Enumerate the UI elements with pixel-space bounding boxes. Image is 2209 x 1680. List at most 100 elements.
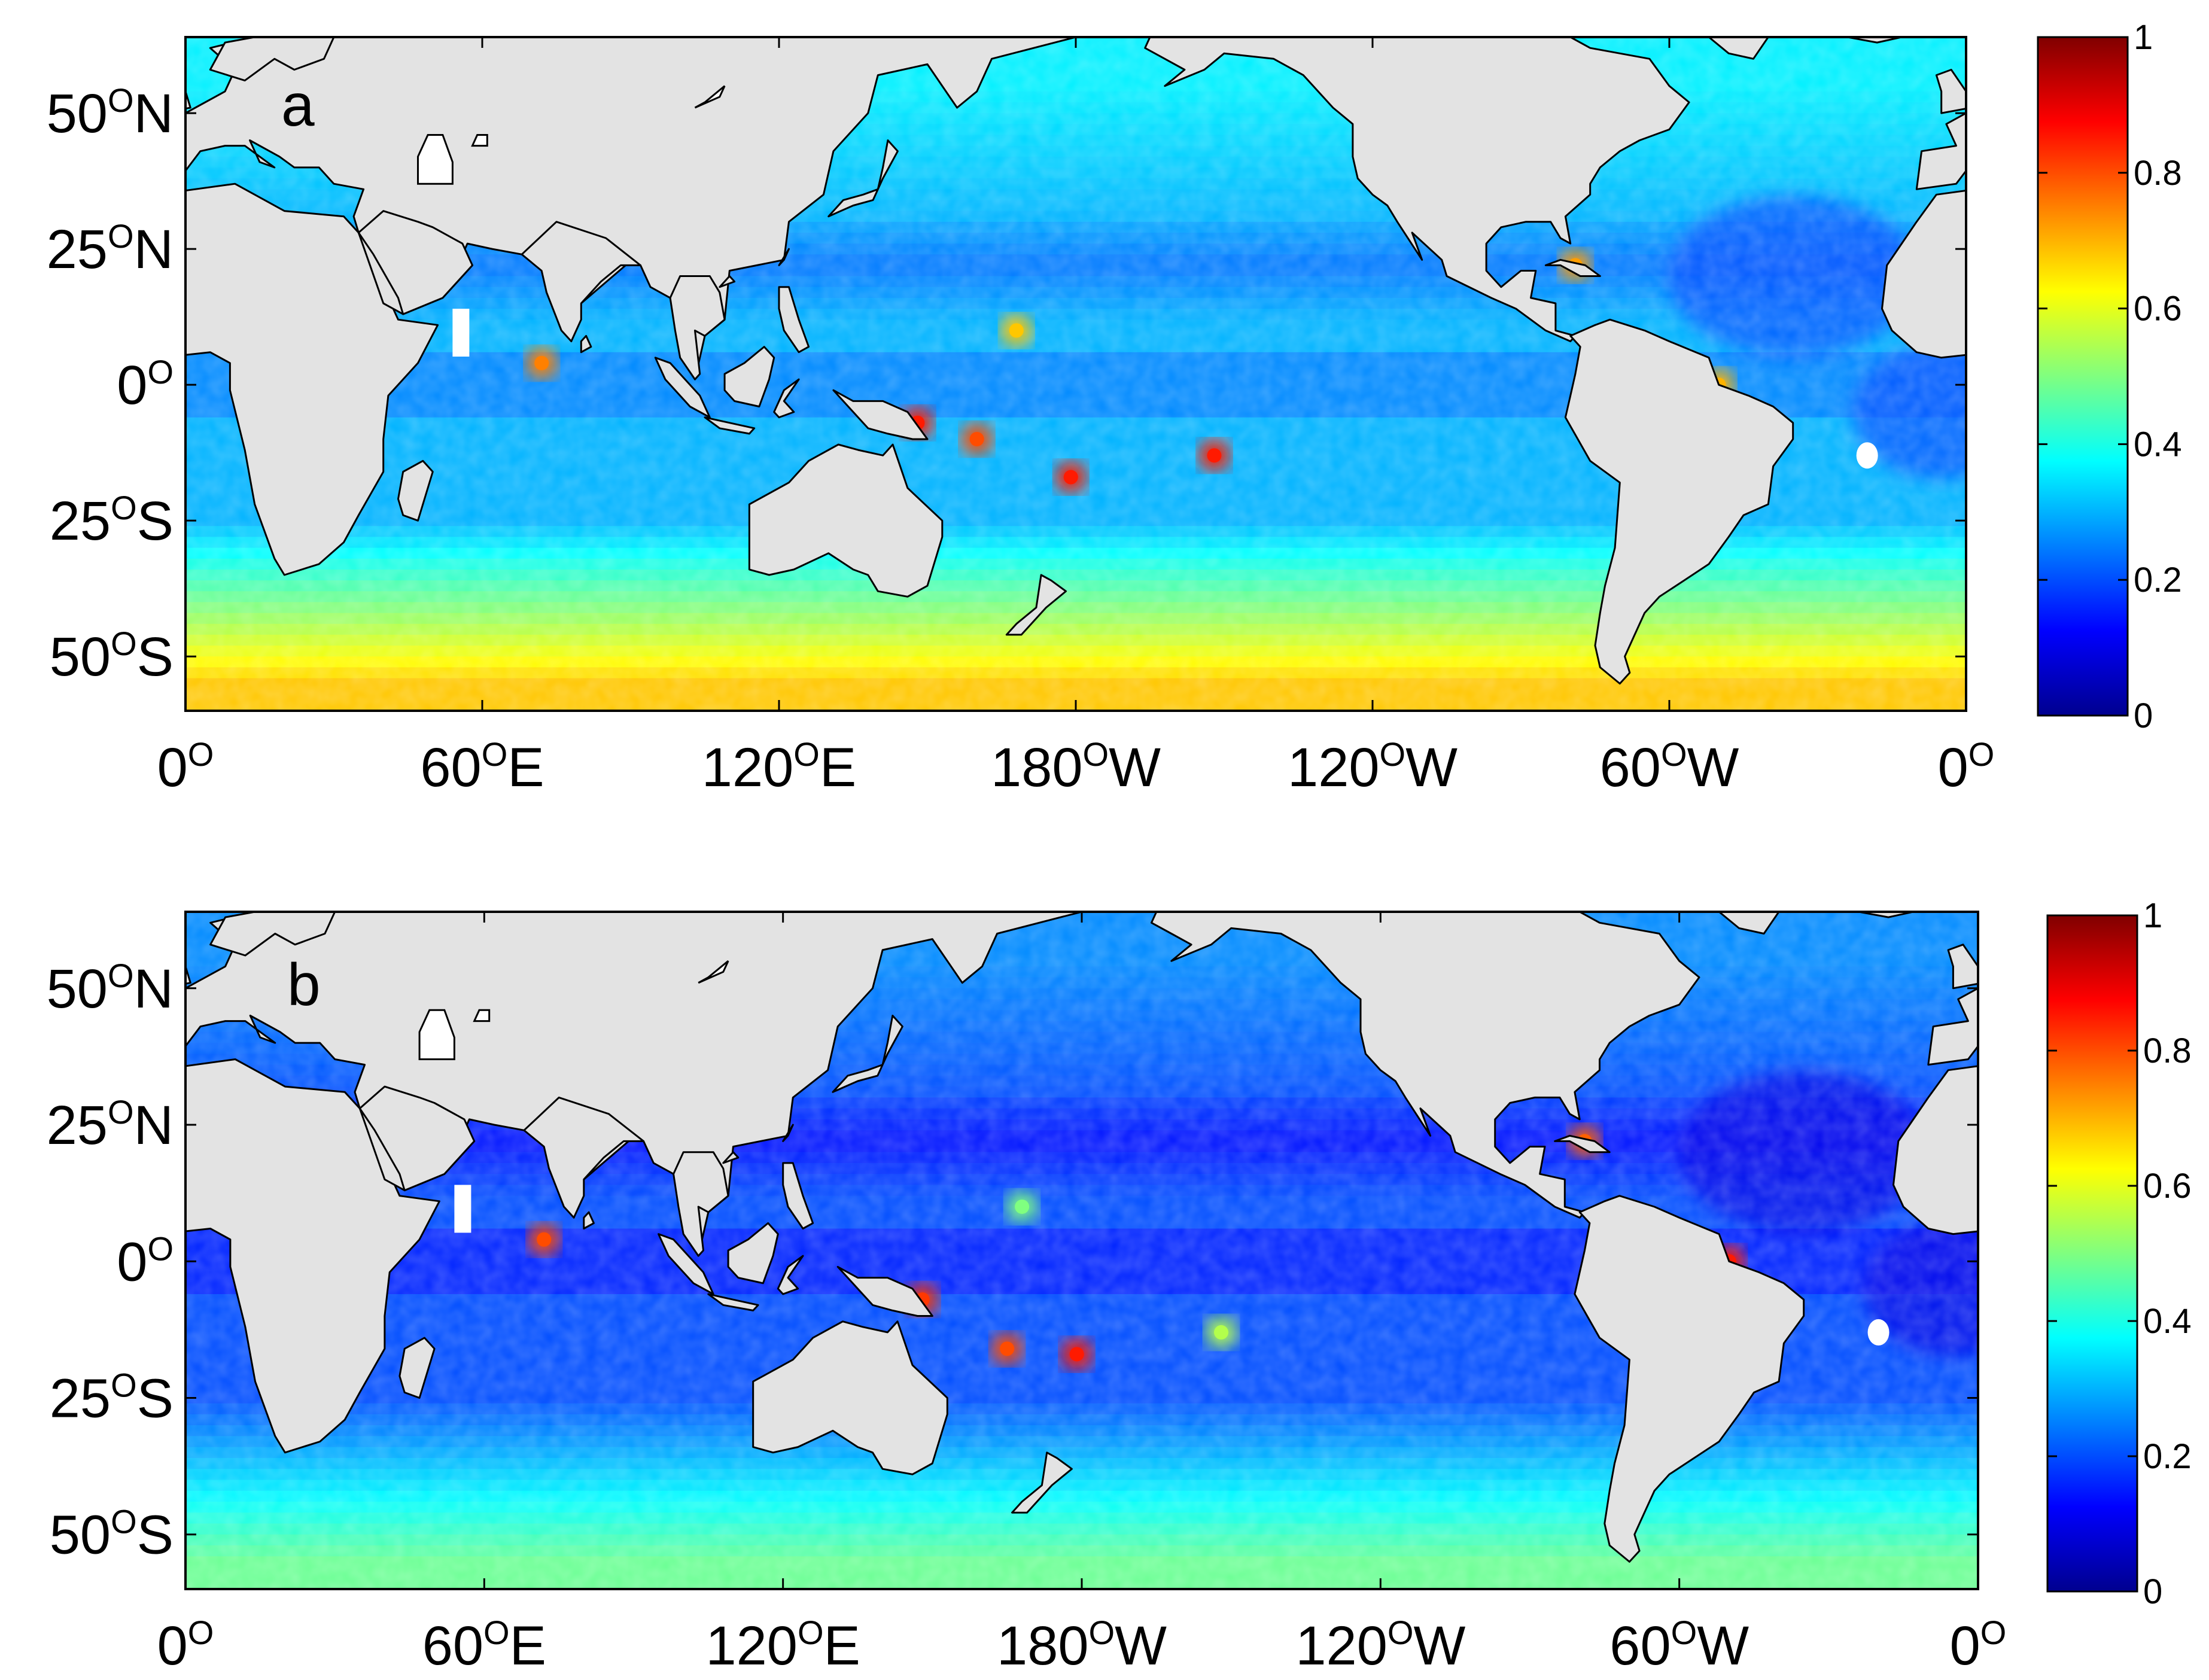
colorbar-tick-label: 0.4 xyxy=(2143,1302,2192,1341)
land-new-zealand xyxy=(1011,1451,1073,1514)
degree-sign: O xyxy=(188,1614,214,1651)
land-madagascar xyxy=(397,459,434,522)
lon-tick-label: 120OW xyxy=(1295,1614,1465,1676)
degree-sign: O xyxy=(793,735,820,773)
land-indochina xyxy=(673,1151,729,1257)
tick-suffix: E xyxy=(824,1615,860,1676)
land-australia xyxy=(748,443,944,598)
tick-value: 180 xyxy=(991,737,1083,798)
latitude-ticks: 50ON 25ON 0O 25OS 50OS xyxy=(47,81,1966,687)
land-north-america xyxy=(1140,912,1700,1219)
lake-outline xyxy=(471,134,488,147)
hotspot-core xyxy=(1069,1347,1084,1362)
land-south-america xyxy=(0,319,13,683)
tick-suffix: W xyxy=(1687,737,1739,798)
tick-value: 0 xyxy=(1950,1615,1980,1676)
tick-value: 50 xyxy=(47,958,108,1019)
colorbar: 0 0.2 0.4 0.6 0.8 1 xyxy=(2037,18,2182,735)
land-sri-lanka xyxy=(583,1211,595,1229)
colorbar-tick-label: 1 xyxy=(2143,896,2162,935)
lat-tick-label: 25ON xyxy=(47,217,174,280)
land-hainan xyxy=(719,275,736,288)
tick-value: 25 xyxy=(50,1368,111,1429)
tick-value: 120 xyxy=(1295,1615,1388,1676)
land-borneo xyxy=(723,346,775,407)
tick-suffix: S xyxy=(137,1368,174,1429)
land-iceland xyxy=(66,912,121,917)
land-borneo xyxy=(727,1222,779,1285)
tick-value: 0 xyxy=(157,1615,188,1676)
land-uk xyxy=(185,90,191,110)
tick-suffix: N xyxy=(134,219,174,280)
land-greenland xyxy=(0,37,96,59)
land-south-america xyxy=(0,1196,11,1562)
land-africa xyxy=(185,1058,440,1454)
land-scandinavia-block xyxy=(209,912,336,957)
hotspot-core xyxy=(1000,1341,1015,1356)
land-south-america xyxy=(1574,1195,1805,1563)
land-new-guinea xyxy=(836,1265,933,1317)
tick-value: 0 xyxy=(117,355,147,416)
land-arabia xyxy=(357,210,473,315)
degree-sign: O xyxy=(1083,735,1109,773)
degree-sign: O xyxy=(108,1093,134,1131)
tick-value: 60 xyxy=(1609,1615,1671,1676)
lat-tick-label: 25ON xyxy=(47,1093,174,1156)
land-indochina xyxy=(669,275,726,381)
lon-tick-label: 120OE xyxy=(705,1614,860,1676)
land-africa xyxy=(185,182,439,576)
degree-sign: O xyxy=(1671,1614,1697,1651)
lat-tick-label: 25OS xyxy=(50,489,174,552)
hotspot-core xyxy=(537,1232,552,1247)
land-philippines xyxy=(778,286,810,354)
lat-tick-label: 50OS xyxy=(50,625,174,687)
land-greenland xyxy=(0,912,96,934)
land-cuba xyxy=(1544,258,1601,277)
degree-sign: O xyxy=(1968,735,1995,773)
tick-value: 0 xyxy=(117,1231,147,1292)
colorbar-tick-label: 0 xyxy=(2143,1572,2162,1611)
lat-tick-label: 50ON xyxy=(47,957,174,1019)
land-taiwan xyxy=(782,1124,794,1142)
lon-tick-label: 120OE xyxy=(702,735,856,798)
land-europe-asia xyxy=(1915,112,1966,190)
land-india xyxy=(521,221,641,342)
lake-outline xyxy=(418,1009,455,1060)
lat-tick-label: 25OS xyxy=(50,1366,174,1429)
lon-tick-label: 0O xyxy=(1938,735,1995,798)
tick-suffix: W xyxy=(1405,737,1458,798)
lon-tick-label: 60OW xyxy=(1609,1614,1749,1676)
tick-suffix: S xyxy=(137,491,174,552)
degree-sign: O xyxy=(482,735,508,773)
land-sri-lanka xyxy=(580,334,592,354)
lon-tick-label: 0O xyxy=(157,735,214,798)
land-java xyxy=(707,1293,759,1311)
degree-sign: O xyxy=(1661,735,1687,773)
lon-tick-label: 60OW xyxy=(1600,735,1739,798)
tick-suffix: W xyxy=(1697,1615,1749,1676)
tick-value: 60 xyxy=(420,737,481,798)
land-cuba xyxy=(1554,1134,1611,1154)
lat-tick-label: 0O xyxy=(117,353,174,416)
degree-sign: O xyxy=(798,1614,824,1651)
lake-outline xyxy=(694,85,726,109)
land-sumatra xyxy=(658,1233,714,1295)
tick-value: 0 xyxy=(1938,737,1968,798)
lake-outline xyxy=(473,1009,491,1022)
lat-tick-label: 50OS xyxy=(50,1503,174,1566)
land-hainan xyxy=(722,1151,740,1164)
lat-tick-label: 50ON xyxy=(47,81,174,144)
colorbar-tick-label: 0.6 xyxy=(2134,290,2182,328)
land-java xyxy=(704,416,756,435)
tick-value: 120 xyxy=(1288,737,1380,798)
land-arabia xyxy=(358,1085,476,1192)
tick-suffix: W xyxy=(1109,737,1161,798)
tick-suffix: N xyxy=(134,1095,174,1156)
land-north-america xyxy=(1134,37,1690,342)
hotspot-core xyxy=(1214,1325,1229,1340)
degree-sign: O xyxy=(111,1503,137,1541)
tick-suffix: S xyxy=(137,626,174,687)
degree-sign: O xyxy=(483,1614,510,1651)
missing-data-patch xyxy=(1856,442,1878,469)
